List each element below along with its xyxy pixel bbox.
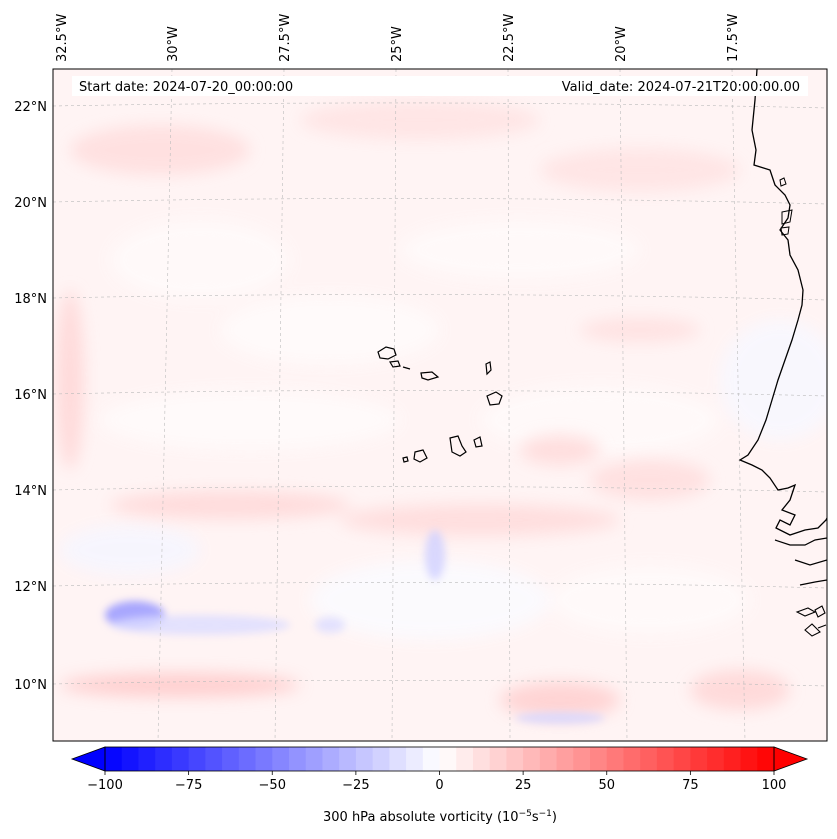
lat-label: 14°N	[14, 484, 47, 499]
colorbar-segment	[556, 747, 574, 771]
colorbar-segment	[740, 747, 758, 771]
colorbar-segment	[422, 747, 441, 771]
lat-label: 20°N	[14, 196, 47, 211]
latitude-labels: 22°N 20°N 18°N 16°N 14°N 12°N 10°N	[14, 100, 47, 693]
colorbar-segment	[523, 747, 541, 771]
colorbar-segment	[372, 747, 390, 771]
colorbar-segment	[606, 747, 625, 771]
lon-label: 25°W	[390, 26, 405, 62]
lat-label: 16°N	[14, 388, 47, 403]
colorbar-segment	[590, 747, 608, 771]
colorbar-segment	[305, 747, 324, 771]
cape-verde-islands	[377, 346, 503, 463]
colorbar-tick-label: 100	[762, 778, 787, 793]
colorbar-tick-label: 0	[435, 778, 443, 793]
colorbar-segment	[339, 747, 357, 771]
lon-label: 32.5°W	[55, 14, 70, 62]
colorbar-segment	[456, 747, 474, 771]
lon-label: 20°W	[614, 26, 629, 62]
colorbar-label: 300 hPa absolute vorticity (10−5s−1)	[323, 809, 557, 825]
lat-label: 10°N	[14, 678, 47, 693]
colorbar-segment	[406, 747, 424, 771]
colorbar-tick-label: −25	[342, 778, 369, 793]
colorbar-segment	[105, 747, 123, 771]
lat-label: 12°N	[14, 580, 47, 595]
colorbar-segment	[355, 747, 374, 771]
date-header-box	[72, 76, 808, 96]
colorbar-segment	[723, 747, 742, 771]
lon-label: 17.5°W	[726, 14, 741, 62]
colorbar-segment	[188, 747, 206, 771]
colorbar-segment	[489, 747, 508, 771]
colorbar-min-extend-arrow	[70, 746, 106, 772]
colorbar-segment	[288, 747, 307, 771]
colorbar: −100 −75 −50 −25 0 25 50 75 100 300 hPa absolute…	[70, 746, 809, 825]
lon-label: 27.5°W	[278, 14, 293, 62]
colorbar-segment	[673, 747, 691, 771]
colorbar-segment	[573, 747, 591, 771]
colorbar-segment	[640, 747, 658, 771]
start-date-label: Start date: 2024-07-20_00:00:00	[79, 80, 293, 95]
colorbar-segment	[255, 747, 273, 771]
colorbar-segment	[690, 747, 708, 771]
lon-label: 30°W	[166, 26, 181, 62]
colorbar-segment	[439, 747, 457, 771]
colorbar-segment	[389, 747, 407, 771]
colorbar-max-extend-arrow	[773, 746, 809, 772]
vorticity-field	[53, 69, 827, 741]
colorbar-ticks: −100 −75 −50 −25 0 25 50 75 100	[87, 771, 786, 793]
gridlines	[53, 69, 827, 741]
colorbar-segment	[222, 747, 240, 771]
colorbar-segment	[472, 747, 491, 771]
colorbar-segment	[171, 747, 190, 771]
colorbar-segment	[623, 747, 641, 771]
africa-coastline	[738, 69, 827, 536]
colorbar-tick-label: −100	[87, 778, 123, 793]
lon-label: 22.5°W	[502, 14, 517, 62]
lat-label: 22°N	[14, 100, 47, 115]
colorbar-segment	[272, 747, 290, 771]
colorbar-tick-label: −75	[175, 778, 202, 793]
colorbar-segment	[757, 747, 775, 771]
map-frame	[52, 68, 828, 742]
colorbar-segment	[506, 747, 524, 771]
colorbar-segment	[656, 747, 675, 771]
colorbar-tick-label: 25	[515, 778, 532, 793]
colorbar-segment	[539, 747, 558, 771]
colorbar-tick-label: 50	[598, 778, 615, 793]
lat-label: 18°N	[14, 292, 47, 307]
longitude-labels: 32.5°W 30°W 27.5°W 25°W 22.5°W 20°W 17.5…	[55, 14, 741, 62]
colorbar-segments	[105, 747, 775, 771]
colorbar-tick-label: −50	[259, 778, 286, 793]
colorbar-segment	[238, 747, 257, 771]
colorbar-segment	[155, 747, 173, 771]
colorbar-segment	[121, 747, 140, 771]
colorbar-segment	[138, 747, 156, 771]
colorbar-segment	[322, 747, 340, 771]
colorbar-segment	[707, 747, 725, 771]
colorbar-tick-label: 75	[682, 778, 699, 793]
colorbar-segment	[205, 747, 223, 771]
valid-date-label: Valid_date: 2024-07-21T20:00:00.00	[562, 80, 800, 95]
